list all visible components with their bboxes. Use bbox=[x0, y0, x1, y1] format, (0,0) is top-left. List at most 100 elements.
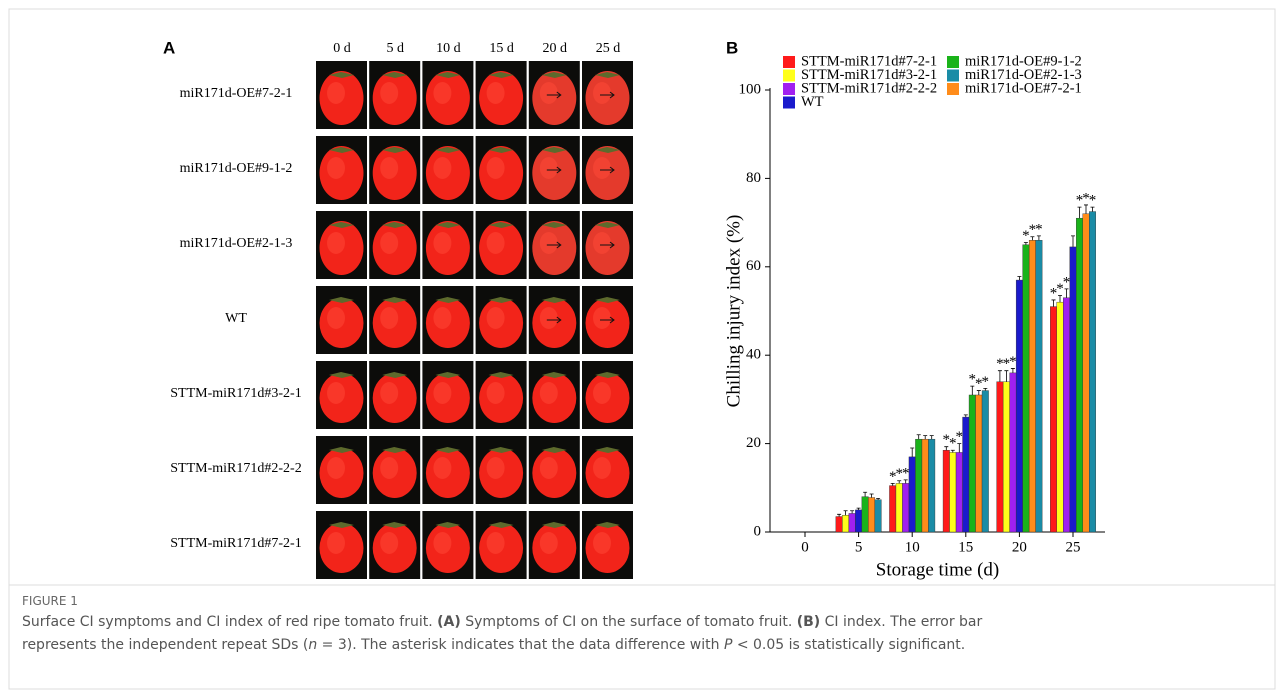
tomato bbox=[532, 221, 577, 275]
bar bbox=[1009, 372, 1017, 533]
tomato-calyx bbox=[329, 147, 354, 153]
tomato bbox=[425, 372, 470, 423]
tomato-highlight bbox=[327, 532, 345, 554]
bar bbox=[1035, 240, 1043, 533]
bar bbox=[889, 485, 897, 533]
bar bbox=[874, 499, 882, 533]
bar bbox=[981, 390, 989, 533]
legend-swatch bbox=[947, 83, 959, 95]
tomato-calyx bbox=[435, 522, 461, 528]
figure-label: FIGURE 1 bbox=[22, 594, 78, 608]
tomato-calyx bbox=[435, 147, 461, 153]
bar bbox=[921, 438, 929, 533]
tomato-highlight bbox=[486, 532, 505, 554]
bar bbox=[842, 515, 850, 533]
arrow bbox=[546, 241, 562, 249]
error-bar bbox=[897, 480, 902, 484]
arrow bbox=[546, 316, 562, 324]
significance-label: * bbox=[1035, 221, 1043, 237]
tomato-calyx bbox=[488, 372, 514, 378]
tomato-calyx bbox=[329, 447, 354, 453]
tomato-highlight bbox=[539, 157, 558, 179]
tomato-highlight bbox=[593, 157, 611, 179]
bar bbox=[1076, 217, 1083, 533]
y-axis-label: Chilling injury index (%) bbox=[723, 215, 744, 408]
bar bbox=[868, 497, 876, 533]
error-bar bbox=[903, 479, 908, 484]
caption-line: Surface CI symptoms and CI index of red … bbox=[22, 614, 982, 630]
tomato bbox=[479, 221, 524, 275]
tomato-highlight bbox=[539, 307, 558, 329]
error-bar bbox=[923, 435, 928, 440]
tomato bbox=[479, 447, 524, 498]
tomato-calyx bbox=[541, 147, 567, 153]
significance-label: * bbox=[956, 429, 964, 445]
tomato-calyx bbox=[435, 297, 461, 303]
tomato-highlight bbox=[433, 457, 452, 479]
tomato-highlight bbox=[486, 82, 505, 104]
legend-label: STTM-miR171d#7-2-1 bbox=[801, 53, 937, 69]
legend-swatch bbox=[783, 69, 795, 82]
error-bar bbox=[1077, 206, 1082, 219]
tomato-calyx bbox=[488, 222, 514, 228]
x-axis-label: Storage time (d) bbox=[876, 559, 999, 580]
significance-label: * bbox=[902, 465, 910, 481]
bar bbox=[1050, 306, 1057, 533]
tomato bbox=[425, 71, 470, 125]
tomato bbox=[319, 146, 364, 200]
x-tick-label: 5 bbox=[855, 539, 863, 555]
error-bar bbox=[910, 447, 915, 457]
tomato bbox=[372, 146, 417, 200]
row-label: miR171d-OE#2-1-3 bbox=[180, 236, 293, 251]
tomato bbox=[532, 297, 577, 348]
bar bbox=[949, 452, 957, 533]
bar bbox=[902, 483, 910, 533]
tomato-highlight bbox=[433, 382, 452, 404]
error-bar bbox=[876, 498, 881, 500]
caption-text: n bbox=[308, 637, 318, 653]
tomato-highlight bbox=[380, 307, 399, 329]
significance-label: * bbox=[943, 432, 951, 448]
error-bar bbox=[950, 449, 955, 453]
tomato bbox=[479, 297, 524, 348]
tomato-calyx bbox=[541, 522, 567, 528]
error-bar bbox=[1051, 299, 1056, 307]
bar bbox=[1069, 246, 1077, 533]
tomato-highlight bbox=[486, 157, 505, 179]
caption-text: represents the independent repeat SDs ( bbox=[22, 637, 309, 653]
bar bbox=[855, 509, 863, 533]
significance-label: * bbox=[1089, 193, 1097, 209]
tomato-calyx bbox=[595, 222, 620, 228]
caption-text: (B) bbox=[796, 614, 821, 630]
tomato-highlight bbox=[593, 457, 611, 479]
tomato-highlight bbox=[380, 232, 399, 254]
significance-label: * bbox=[889, 469, 897, 485]
x-tick-label: 20 bbox=[1012, 539, 1027, 555]
tomato-highlight bbox=[380, 457, 399, 479]
error-bar bbox=[916, 434, 921, 440]
bar bbox=[996, 381, 1004, 533]
tomato bbox=[319, 71, 364, 125]
tomato-calyx bbox=[329, 72, 354, 78]
x-tick-label: 0 bbox=[801, 539, 809, 555]
significance-label: * bbox=[969, 372, 977, 388]
error-bar bbox=[869, 493, 874, 498]
significance-label: * bbox=[1076, 193, 1084, 209]
bar bbox=[1015, 279, 1023, 533]
x-tick-label: 10 bbox=[905, 539, 920, 555]
column-label: 5 d bbox=[386, 41, 404, 56]
error-bar bbox=[1036, 235, 1041, 241]
error-bar bbox=[850, 510, 855, 514]
significance-label: * bbox=[1063, 274, 1071, 290]
tomato-highlight bbox=[539, 532, 558, 554]
error-bar bbox=[997, 370, 1002, 382]
significance-label: * bbox=[996, 356, 1004, 372]
bar bbox=[908, 456, 916, 533]
tomato-calyx bbox=[488, 147, 514, 153]
y-tick-label: 0 bbox=[754, 523, 762, 539]
tomato-calyx bbox=[488, 72, 514, 78]
tomato bbox=[532, 447, 577, 498]
tomato bbox=[425, 447, 470, 498]
tomato bbox=[585, 146, 630, 200]
tomato-calyx bbox=[329, 522, 354, 528]
